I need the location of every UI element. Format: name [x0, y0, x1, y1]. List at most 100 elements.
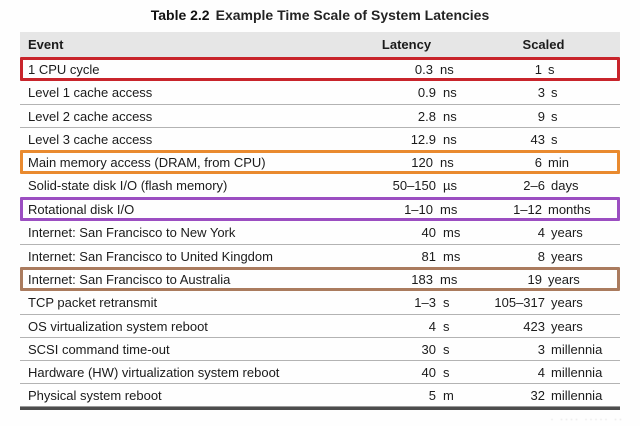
latency-value-cell: 81: [421, 248, 436, 264]
event-cell: OS virtualization system reboot: [28, 318, 208, 334]
event-cell: 1 CPU cycle: [28, 61, 100, 77]
latency-value-cell: 40: [421, 364, 436, 380]
event-cell: Hardware (HW) virtualization system rebo…: [28, 364, 280, 380]
latency-unit-cell: ns: [440, 61, 454, 77]
event-cell: Level 3 cache access: [28, 131, 153, 147]
table-row: Main memory access (DRAM, from CPU) 120 …: [20, 150, 620, 174]
scaled-value-cell: 2–6: [523, 178, 545, 193]
scaled-unit-cell: years: [551, 295, 583, 310]
latency-unit-cell: ns: [443, 85, 457, 100]
scaled-value-cell: 9: [537, 108, 545, 124]
table-row: Internet: San Francisco to United Kingdo…: [20, 244, 620, 267]
table-row: OS virtualization system reboot 4 s 423 …: [20, 314, 620, 337]
watermark: · ···· ····· ··: [550, 414, 624, 424]
event-cell: Main memory access (DRAM, from CPU): [28, 154, 266, 170]
scaled-unit-cell: years: [551, 225, 583, 240]
event-cell: Internet: San Francisco to Australia: [28, 271, 231, 287]
table-row: Rotational disk I/O 1–10 ms 1–12 months: [20, 197, 620, 221]
latency-value-cell: 50–150: [392, 178, 436, 193]
table-caption: Example Time Scale of System Latencies: [215, 7, 490, 23]
scaled-value-cell: 43: [530, 131, 545, 147]
latency-value-cell: 12.9: [410, 131, 436, 147]
event-cell: Level 2 cache access: [28, 108, 153, 124]
table-row: SCSI command time-out 30 s 3 millennia: [20, 337, 620, 360]
latency-unit-cell: s: [443, 364, 450, 380]
scaled-value-cell: 1: [534, 61, 542, 77]
scaled-unit-cell: months: [548, 201, 591, 217]
scaled-unit-cell: years: [551, 318, 583, 334]
latency-value-cell: 183: [411, 271, 433, 287]
table-row: Internet: San Francisco to Australia 183…: [20, 267, 620, 291]
table-row: Internet: San Francisco to New York 40 m…: [20, 221, 620, 244]
scaled-value-cell: 4: [537, 225, 545, 240]
event-cell: Internet: San Francisco to New York: [28, 225, 236, 240]
column-header-event: Event: [28, 37, 64, 52]
scaled-unit-cell: days: [551, 178, 579, 193]
table-row: TCP packet retransmit 1–3 s 105–317 year…: [20, 291, 620, 314]
table-row: 1 CPU cycle 0.3 ns 1 s: [20, 57, 620, 81]
latency-unit-cell: ns: [443, 131, 457, 147]
event-cell: Internet: San Francisco to United Kingdo…: [28, 248, 273, 264]
scaled-value-cell: 3: [537, 85, 545, 100]
event-cell: TCP packet retransmit: [28, 295, 158, 310]
scaled-value-cell: 6: [534, 154, 542, 170]
scaled-value-cell: 105–317: [494, 295, 545, 310]
column-header-latency: Latency: [381, 37, 432, 52]
latency-value-cell: 120: [411, 154, 433, 170]
latency-unit-cell: ns: [440, 154, 454, 170]
scaled-value-cell: 19: [527, 271, 542, 287]
table-row: Level 3 cache access 12.9 ns 43 s: [20, 127, 620, 150]
latency-value-cell: 0.9: [417, 85, 436, 100]
scaled-value-cell: 1–12: [513, 201, 542, 217]
latency-unit-cell: s: [443, 295, 450, 310]
latency-unit-cell: ms: [440, 271, 458, 287]
scaled-unit-cell: millennia: [551, 341, 603, 357]
column-header-scaled: Scaled: [522, 37, 565, 52]
scaled-unit-cell: millennia: [551, 364, 603, 380]
scaled-unit-cell: s: [551, 131, 558, 147]
scaled-value-cell: 32: [530, 387, 545, 403]
latency-unit-cell: s: [443, 318, 450, 334]
event-cell: SCSI command time-out: [28, 341, 170, 357]
table-body: 1 CPU cycle 0.3 ns 1 s Level 1 cache acc…: [20, 57, 620, 406]
latency-value-cell: 0.3: [414, 61, 433, 77]
latency-value-cell: 40: [421, 225, 436, 240]
latency-unit-cell: m: [443, 387, 454, 403]
scaled-unit-cell: years: [548, 271, 580, 287]
latency-unit-cell: ms: [443, 225, 461, 240]
latency-value-cell: 2.8: [417, 108, 436, 124]
scaled-value-cell: 4: [537, 364, 545, 380]
table-number: Table 2.2: [150, 7, 210, 23]
scaled-value-cell: 3: [537, 341, 545, 357]
latency-value-cell: 5: [428, 387, 436, 403]
latency-unit-cell: ms: [443, 248, 461, 264]
table-row: Physical system reboot 5 m 32 millennia: [20, 383, 620, 406]
latency-unit-cell: µs: [443, 178, 457, 193]
event-cell: Level 1 cache access: [28, 85, 153, 100]
latency-value-cell: 4: [428, 318, 436, 334]
latency-value-cell: 30: [421, 341, 436, 357]
scaled-unit-cell: min: [548, 154, 569, 170]
latency-value-cell: 1–10: [404, 201, 433, 217]
event-cell: Physical system reboot: [28, 387, 162, 403]
event-cell: Rotational disk I/O: [28, 201, 135, 217]
table-title: Table 2.2 Example Time Scale of System La…: [0, 7, 640, 23]
scaled-unit-cell: s: [548, 61, 555, 77]
table-row: Level 2 cache access 2.8 ns 9 s: [20, 104, 620, 127]
table-bottom-rule: [20, 406, 620, 410]
scaled-unit-cell: s: [551, 108, 558, 124]
latency-unit-cell: ns: [443, 108, 457, 124]
scaled-unit-cell: millennia: [551, 387, 603, 403]
table-row: Solid-state disk I/O (flash memory) 50–1…: [20, 174, 620, 197]
latency-table: Event Latency Scaled 1 CPU cycle 0.3 ns …: [20, 32, 620, 410]
scaled-value-cell: 423: [523, 318, 545, 334]
table-row: Hardware (HW) virtualization system rebo…: [20, 360, 620, 383]
table-row: Level 1 cache access 0.9 ns 3 s: [20, 81, 620, 104]
table-header-row: Event Latency Scaled: [20, 32, 620, 57]
scaled-unit-cell: s: [551, 85, 558, 100]
scaled-unit-cell: years: [551, 248, 583, 264]
scaled-value-cell: 8: [537, 248, 545, 264]
latency-value-cell: 1–3: [414, 295, 436, 310]
latency-unit-cell: ms: [440, 201, 458, 217]
latency-unit-cell: s: [443, 341, 450, 357]
